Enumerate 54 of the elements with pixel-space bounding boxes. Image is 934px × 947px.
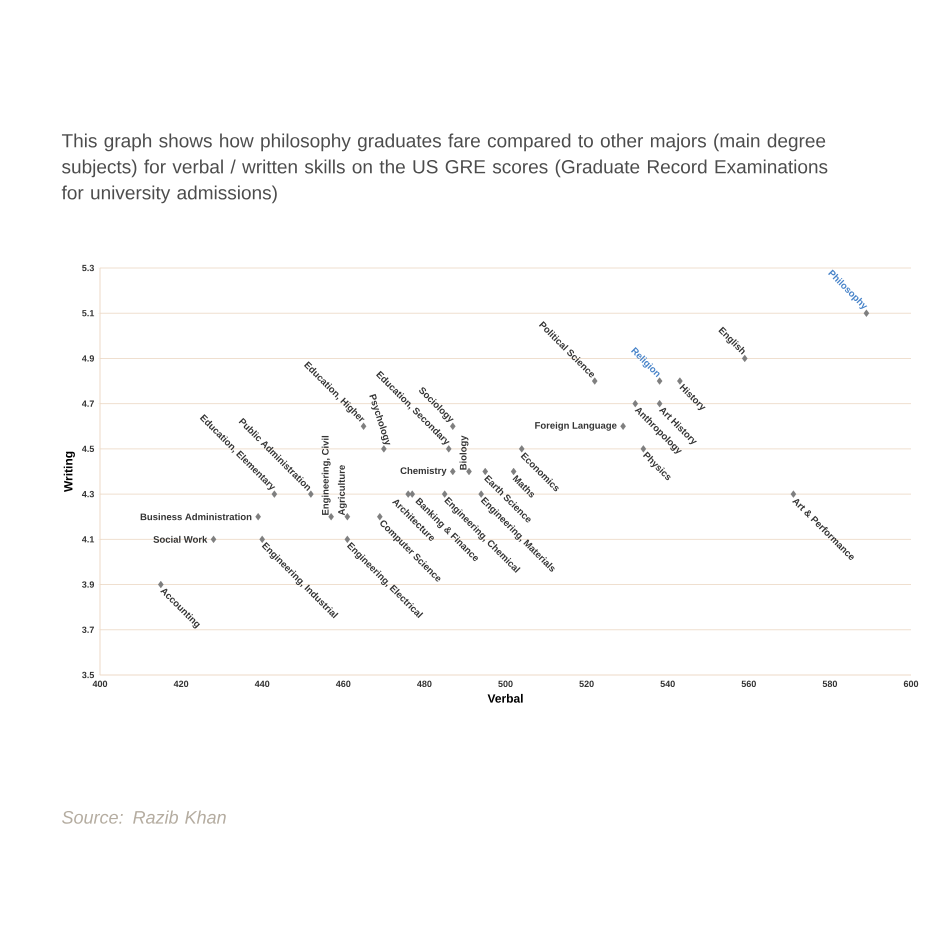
point [518, 445, 525, 453]
y-tick-label: 4.9 [82, 355, 94, 362]
point [446, 445, 452, 453]
y-tick-label: 5.3 [82, 264, 94, 272]
point [620, 422, 626, 430]
source-note: Source: Razib Khan [62, 810, 226, 824]
x-tick-label: 560 [742, 680, 756, 688]
point [510, 468, 516, 476]
point [210, 536, 216, 544]
point [790, 490, 796, 498]
x-tick-label: 600 [904, 680, 918, 688]
point [482, 468, 488, 476]
point [360, 422, 366, 430]
point [742, 354, 748, 362]
point [864, 310, 870, 317]
y-tick-label: 5.1 [82, 310, 94, 316]
y-tick-label: 4.3 [82, 490, 94, 498]
point [381, 445, 387, 453]
point [656, 377, 662, 385]
annotation: Business Administration [140, 513, 252, 520]
point [158, 580, 164, 588]
point [632, 400, 638, 408]
y-tick-label: 3.5 [82, 672, 94, 678]
x-tick-label: 520 [579, 680, 594, 688]
point [308, 490, 314, 498]
x-tick-label: 480 [417, 680, 432, 688]
x-tick-label: 500 [498, 680, 513, 688]
x-tick-label: 400 [92, 680, 108, 688]
annotation: Engineering, Civil [322, 436, 331, 515]
point [450, 422, 456, 430]
x-tick-label: 460 [336, 680, 350, 688]
x-axis-title: Verbal [488, 694, 523, 703]
annotation: Chemistry [400, 467, 447, 476]
annotation: Foreign Language [535, 422, 617, 431]
point [409, 490, 416, 498]
point [255, 513, 261, 520]
y-axis-title: Writing [64, 452, 75, 492]
chart-title: This graph shows how philosophy graduates fare compared to other majors (main degree subjects) for verbal / written skills on the US GRE scores (Graduate Record Examinations for university admissions) [62, 134, 828, 204]
point [450, 468, 456, 476]
point [376, 513, 383, 520]
point [592, 377, 598, 385]
annotation: Social Work [153, 536, 208, 543]
y-tick-label: 3.7 [82, 626, 94, 633]
y-tick-label: 4.1 [82, 536, 94, 542]
y-tick-label: 3.9 [82, 581, 94, 588]
point [656, 400, 662, 408]
y-tick-label: 4.5 [82, 446, 94, 452]
x-tick-label: 580 [822, 680, 838, 688]
x-tick-label: 540 [660, 680, 675, 688]
annotation: Agriculture [338, 465, 347, 516]
x-tick-label: 420 [174, 680, 188, 688]
annotation: Biology [460, 436, 468, 470]
y-tick-label: 4.7 [82, 400, 94, 407]
x-tick-label: 440 [254, 680, 270, 688]
